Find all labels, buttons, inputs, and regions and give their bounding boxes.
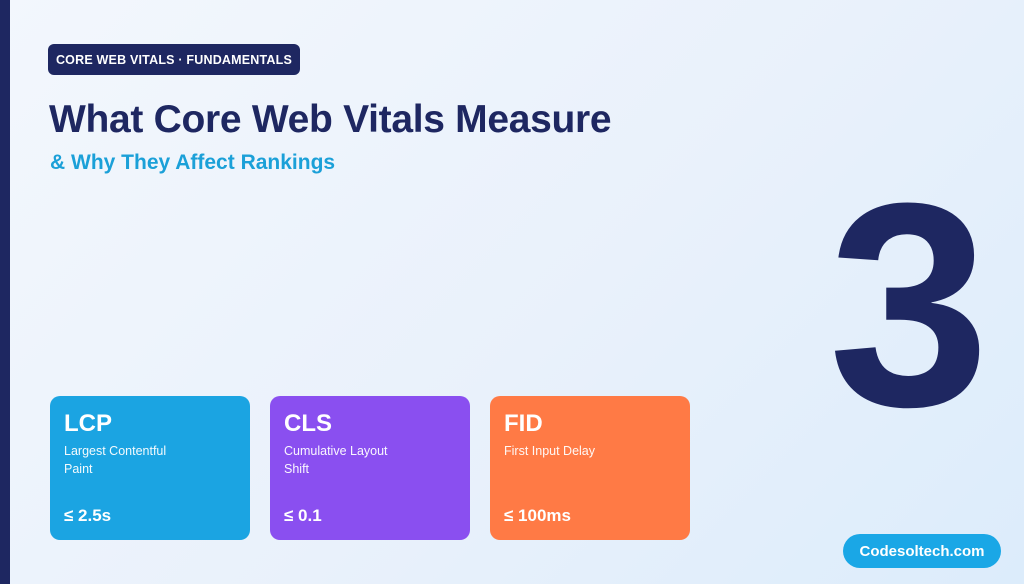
metric-threshold: ≤ 0.1 [284, 506, 322, 525]
metric-description: First Input Delay [504, 444, 596, 458]
page-title: What Core Web Vitals Measure [49, 98, 612, 141]
metric-card-fid: FID First Input Delay ≤ 100ms [490, 396, 690, 540]
metric-abbr: LCP [64, 410, 112, 437]
brand-text: Codesoltech.com [859, 542, 985, 560]
page-subtitle: & Why They Affect Rankings [50, 151, 336, 174]
metric-description: Largest Contentful Paint [64, 444, 167, 476]
category-badge-text: CORE WEB VITALS · FUNDAMENTALS [55, 52, 293, 67]
metric-card-cls: CLS Cumulative Layout Shift ≤ 0.1 [270, 396, 470, 540]
metric-threshold: ≤ 100ms [504, 506, 571, 525]
metric-card-lcp: LCP Largest Contentful Paint ≤ 2.5s [50, 396, 250, 540]
category-badge: CORE WEB VITALS · FUNDAMENTALS [48, 44, 300, 75]
brand-badge: Codesoltech.com [843, 534, 1001, 568]
metric-description: Cumulative Layout Shift [284, 444, 388, 476]
big-number: 3 [828, 143, 990, 467]
metric-abbr: CLS [284, 410, 332, 437]
metric-abbr: FID [504, 410, 543, 437]
metric-threshold: ≤ 2.5s [64, 506, 112, 525]
left-accent-bar [0, 0, 10, 584]
